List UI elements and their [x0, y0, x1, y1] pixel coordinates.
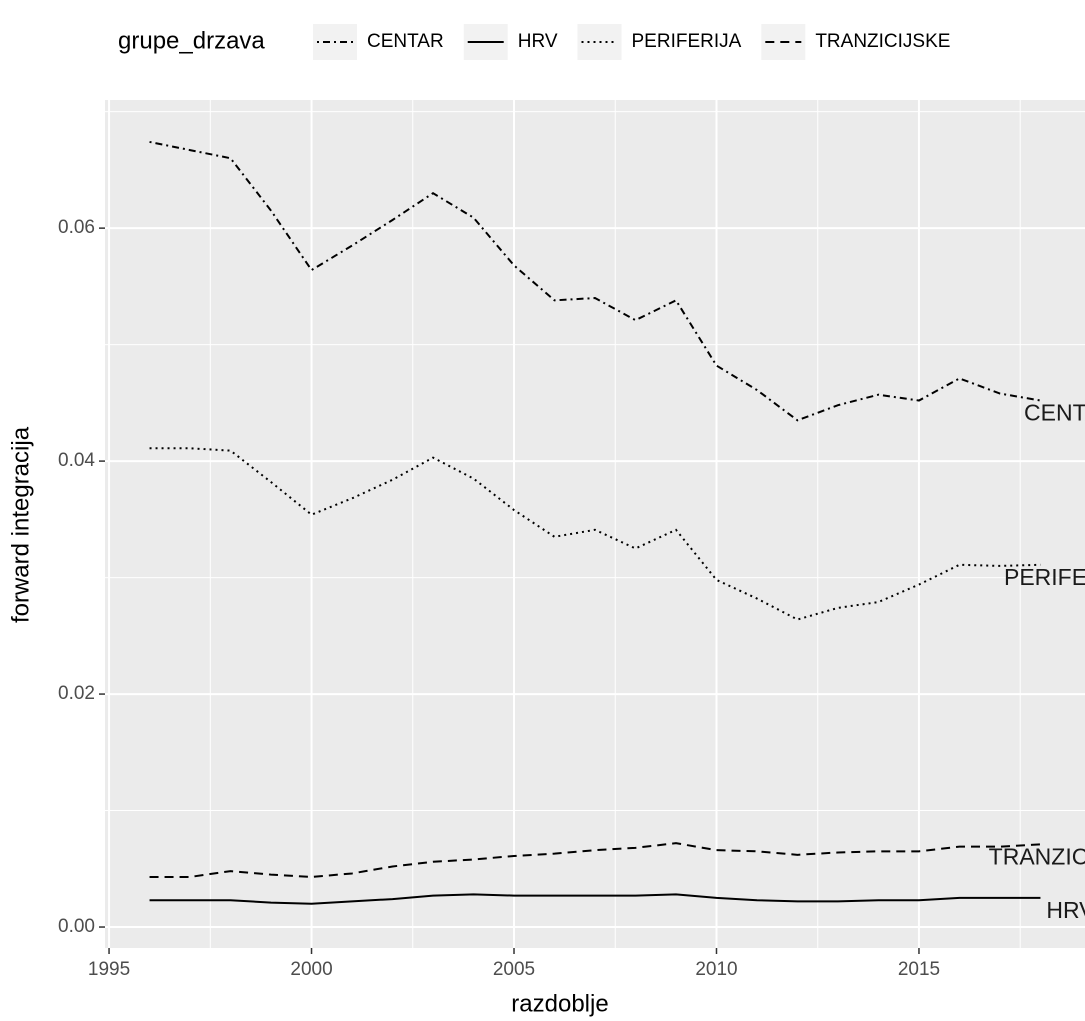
series-line	[149, 893, 1041, 905]
legend-label: CENTAR	[367, 31, 444, 52]
plot-panel	[105, 100, 1085, 948]
x-tick-label: 2005	[493, 959, 535, 980]
y-tick-label: 0.04	[58, 450, 95, 471]
legend-item: TRANZICIJSKE	[761, 24, 950, 60]
legend-item: PERIFERIJA	[577, 24, 742, 60]
legend-item: HRV	[463, 24, 558, 60]
x-axis-title: razdoblje	[511, 990, 608, 1017]
x-tick-label: 2000	[290, 959, 332, 980]
y-axis-title: forward integracija	[7, 426, 34, 623]
legend-item: CENTAR	[313, 24, 444, 60]
series-line	[149, 140, 1041, 422]
line-end-label: PERIFERIJA	[1004, 564, 1085, 590]
line-end-label: TRANZICIJSKE	[989, 843, 1085, 869]
y-tick-label: 0.02	[58, 683, 95, 704]
legend-label: TRANZICIJSKE	[815, 31, 950, 52]
y-tick-label: 0.06	[58, 217, 95, 238]
x-tick-label: 2015	[898, 959, 940, 980]
line-end-label: HRV	[1046, 897, 1085, 923]
legend-label: PERIFERIJA	[632, 31, 742, 52]
x-tick-label: 1995	[88, 959, 130, 980]
x-tick-label: 2010	[695, 959, 737, 980]
legend-title: grupe_drzava	[118, 27, 265, 54]
legend-label: HRV	[518, 31, 558, 52]
series-line	[149, 447, 1041, 621]
line-end-label: CENTAR	[1024, 400, 1085, 426]
y-tick-label: 0.00	[58, 916, 95, 937]
